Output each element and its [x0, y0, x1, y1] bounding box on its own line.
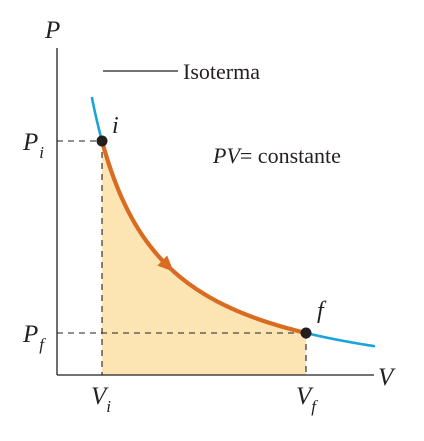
final-point-label: f	[317, 298, 327, 324]
vi-tick-label: Vi	[91, 383, 111, 416]
vf-tick-label: Vf	[296, 383, 318, 416]
y-axis-label: P	[44, 17, 60, 44]
work-area-fill	[102, 141, 306, 375]
initial-point-label: i	[112, 113, 119, 139]
guide-lines	[57, 140, 307, 375]
final-state-point	[300, 327, 312, 339]
x-axis-label: V	[378, 364, 396, 391]
direction-arrow-icon	[157, 255, 174, 272]
isotherm-label: Isoterma	[183, 59, 260, 84]
pf-tick-label: Pf	[22, 321, 46, 354]
pi-tick-label: Pi	[22, 129, 44, 162]
process-path	[99, 138, 309, 336]
initial-state-point	[96, 135, 108, 147]
equation-label: PV= constante	[212, 143, 341, 168]
